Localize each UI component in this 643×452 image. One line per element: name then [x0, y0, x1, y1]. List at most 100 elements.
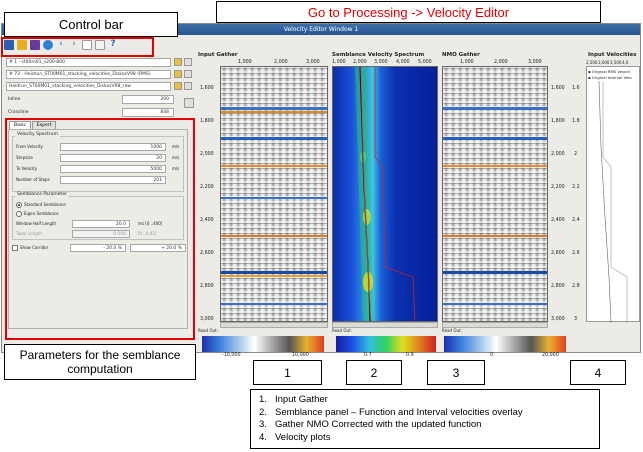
parameters-highlight	[5, 118, 195, 340]
nmo-colorbar	[444, 336, 566, 352]
panel-number-3: 3	[427, 360, 485, 385]
params-callout: Parameters for the semblance computation	[4, 344, 196, 380]
processing-path-callout: Go to Processing -> Velocity Editor	[216, 1, 601, 23]
velocity-plot[interactable]: ▪ Original RMS Velocit ▪ Original Interv…	[586, 66, 640, 323]
save-icon[interactable]	[30, 40, 40, 50]
output-velocity-browse-button[interactable]	[174, 82, 182, 90]
time-tick: 2,600	[551, 251, 565, 256]
window-half-length-field[interactable]: 20.0	[72, 220, 130, 228]
semblance-overlay	[355, 67, 416, 321]
vel-time-tick: 3	[574, 317, 578, 322]
layout-icon[interactable]	[95, 40, 105, 50]
tab-basic[interactable]: Basic	[9, 121, 31, 130]
inline-value: 200	[160, 97, 169, 102]
inline-field[interactable]: 200	[122, 95, 174, 104]
time-tick: 2,400	[551, 218, 565, 223]
panel-number-2-text: 2	[370, 365, 378, 380]
output-velocity-field[interactable]: Heidrun_ST00M01_stacking_velocities_Disk…	[6, 82, 171, 91]
gather-file-field[interactable]: # 1 - st00m01_s200-800	[6, 58, 171, 67]
velocity-file-edit-button[interactable]	[184, 70, 192, 78]
taper-length-range: [0 ..0.02]	[138, 231, 157, 236]
to-velocity-field[interactable]: 5000	[60, 165, 166, 173]
standard-semblance-radio[interactable]	[16, 202, 22, 208]
from-velocity-field[interactable]: 1000	[60, 143, 166, 151]
time-tick: 2,200	[551, 185, 565, 190]
crossline-value: 848	[160, 110, 169, 115]
semblance-peak	[363, 209, 371, 225]
gather-event	[221, 275, 327, 277]
window-half-length-value: 20.0	[115, 222, 126, 227]
corridor-plus-value: + 20.0 %	[161, 246, 182, 251]
read-out-label-2: Read Out:	[332, 328, 352, 333]
vel-time-tick: 1.6	[572, 86, 580, 91]
vel-time-axis: 1.6 1.8 2 2.2 2.4 2.6 2.8 3	[570, 66, 586, 322]
show-corridor-label: Show Corridor	[20, 245, 49, 250]
back-arrow-icon[interactable]: ‹	[59, 39, 63, 49]
input-gather-scrollbar[interactable]	[220, 322, 328, 328]
legend-number: 2.	[259, 406, 267, 418]
time-tick: 2,200	[200, 185, 214, 190]
gather-file-browse-button[interactable]	[174, 58, 182, 66]
semb-x-tick: 2,000	[353, 60, 367, 65]
time-tick: 1,800	[551, 119, 565, 124]
tab-expert[interactable]: Expert	[32, 121, 56, 130]
corridor-minus-field[interactable]: - 20.0 %	[70, 244, 126, 252]
window-title: Velocity Editor Window 1	[283, 26, 359, 33]
semblance-scrollbar[interactable]	[332, 322, 438, 328]
stack-icon[interactable]	[17, 40, 27, 50]
gather-event	[221, 107, 327, 110]
to-velocity-label: To Velocity	[16, 166, 38, 171]
nmo-x-axis: 1,000 2,000 3,000	[442, 60, 550, 66]
grid-icon[interactable]	[82, 40, 92, 50]
nmo-scrollbar[interactable]	[442, 322, 548, 328]
semblance-display[interactable]	[332, 66, 438, 322]
nmo-x-tick: 2,000	[494, 60, 508, 65]
legend-item-text: Semblance panel – Function and Interval …	[275, 406, 523, 418]
cbar3-tick: 20,000	[542, 353, 559, 358]
stepsize-field[interactable]: 20	[60, 154, 166, 162]
inline-pick-button[interactable]	[184, 98, 194, 108]
control-bar-highlight	[1, 37, 154, 57]
from-velocity-unit: m/s	[172, 144, 180, 149]
show-corridor-checkbox[interactable]	[12, 245, 18, 251]
nmo-event	[443, 137, 547, 140]
gather-event	[221, 271, 327, 274]
panel-number-1-text: 1	[284, 365, 291, 380]
stepsize-label: Stepsize	[16, 155, 33, 160]
nmo-gather-title: NMO Gather	[442, 52, 480, 58]
corridor-plus-field[interactable]: + 20.0 %	[130, 244, 186, 252]
vel-x-tick: 3,500	[610, 60, 622, 65]
velocity-file-field[interactable]: # 73 - Heidrun_ST00M01_stacking_velociti…	[6, 70, 171, 79]
semb-x-tick: 5,000	[418, 60, 432, 65]
legend-item: 4. Velocity plots	[259, 432, 591, 445]
num-steps-value: 201	[153, 178, 162, 183]
help-icon[interactable]: ?	[110, 39, 116, 49]
gather-x-tick-2000: 2,000	[274, 60, 288, 65]
window-titlebar: Velocity Editor Window 1	[2, 24, 640, 35]
forward-arrow-icon[interactable]: ›	[72, 39, 76, 49]
time-tick: 2,600	[200, 251, 214, 256]
gather-file-edit-button[interactable]	[184, 58, 192, 66]
num-steps-field[interactable]: 201	[60, 176, 166, 184]
output-velocity-edit-button[interactable]	[184, 82, 192, 90]
nmo-event	[443, 271, 547, 274]
from-velocity-label: From Velocity	[16, 144, 43, 149]
legend-item-text: Velocity plots	[275, 431, 331, 443]
legend-item-text: Input Gather	[275, 394, 328, 405]
gear-icon[interactable]	[43, 40, 53, 50]
nmo-gather-display[interactable]	[442, 66, 548, 322]
time-tick: 3,000	[200, 317, 214, 322]
velocity-file-browse-button[interactable]	[174, 70, 182, 78]
gather-event	[221, 165, 327, 167]
legend-item: 3. Gather NMO Corrected with the updated …	[259, 419, 591, 432]
taper-length-value: 0.000	[113, 232, 126, 237]
nmo-event	[443, 235, 547, 237]
input-gather-display[interactable]	[220, 66, 328, 322]
crossline-field[interactable]: 848	[122, 108, 174, 117]
legend-interval: ▪ Original Interval Velo	[588, 75, 632, 80]
eigen-semblance-radio[interactable]	[16, 211, 22, 217]
select-arrow-icon[interactable]	[4, 40, 14, 50]
cbar1-tick: 10,000	[292, 353, 309, 358]
cbar2-tick: 0.9	[406, 353, 414, 358]
params-callout-text: Parameters for the semblance computation	[19, 348, 181, 376]
